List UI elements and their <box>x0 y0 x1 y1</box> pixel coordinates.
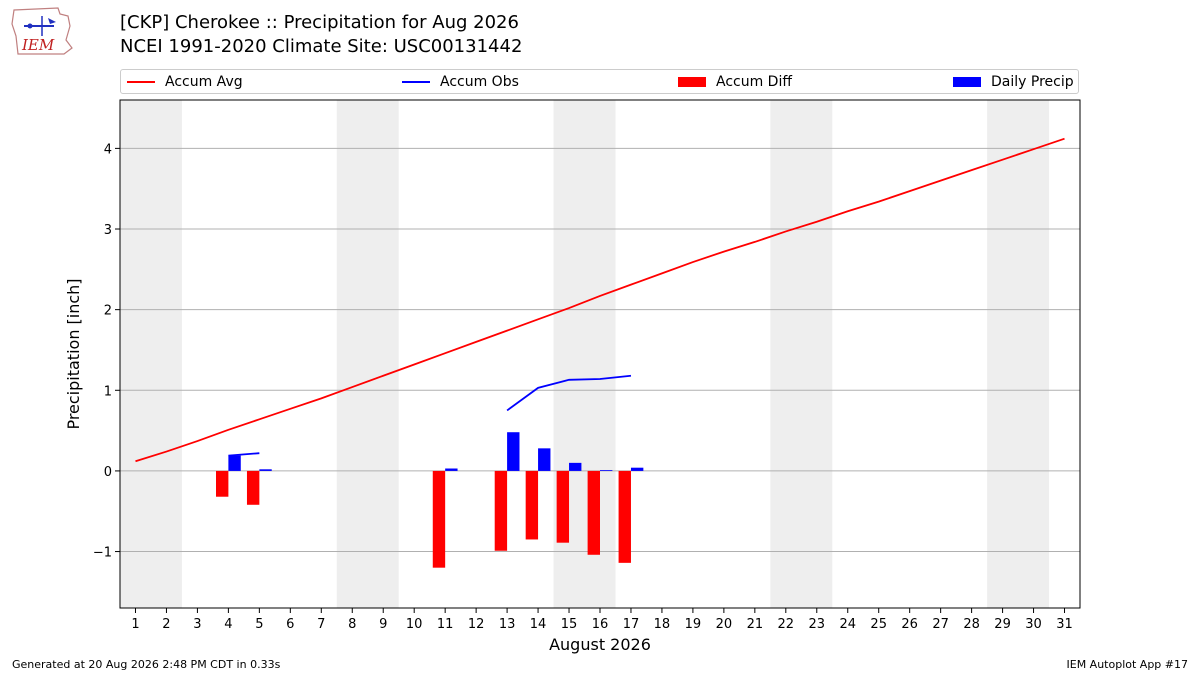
accum-diff-bar-day-15 <box>556 470 570 543</box>
x-tick-label-10: 11 <box>437 617 454 632</box>
legend-item-daily-precip: Daily Precip <box>953 73 1074 91</box>
x-tick-label-14: 15 <box>561 617 578 632</box>
weekend-band-4 <box>987 100 1050 608</box>
x-tick-label-27: 28 <box>963 617 980 632</box>
legend: Accum Avg Accum Obs Accum Diff Daily Pre… <box>120 69 1079 94</box>
x-tick-label-0: 1 <box>131 617 139 632</box>
accum-diff-bar-day-5 <box>246 470 260 505</box>
legend-swatch-accum-obs <box>402 81 430 83</box>
daily-precip-bar-day-5 <box>259 469 272 471</box>
x-tick-label-1: 2 <box>162 617 170 632</box>
x-tick-label-24: 25 <box>870 617 887 632</box>
svg-text:IEM: IEM <box>21 36 55 54</box>
x-tick-label-11: 12 <box>468 617 485 632</box>
legend-swatch-accum-diff <box>678 77 706 87</box>
y-tick-label-0: −1 <box>93 546 112 561</box>
x-tick-label-12: 13 <box>499 617 516 632</box>
x-tick-label-16: 17 <box>623 617 640 632</box>
daily-precip-bar-day-14 <box>538 448 551 471</box>
x-tick-label-19: 20 <box>716 617 733 632</box>
x-tick-label-25: 26 <box>901 617 918 632</box>
accum-diff-bar-day-11 <box>432 470 446 568</box>
legend-item-accum-diff: Accum Diff <box>678 73 792 91</box>
weekend-band-1 <box>336 100 399 608</box>
x-axis-label: August 2026 <box>549 635 651 654</box>
daily-precip-bar-day-4 <box>228 455 241 471</box>
accum-diff-bar-day-4 <box>216 470 229 497</box>
legend-label-accum-obs: Accum Obs <box>440 74 519 90</box>
y-axis-label: Precipitation [inch] <box>64 278 83 429</box>
legend-label-accum-avg: Accum Avg <box>165 74 243 90</box>
accum-obs-line-segment-0 <box>228 452 260 457</box>
accum-diff-bar-day-13 <box>494 470 508 551</box>
x-tick-label-17: 18 <box>654 617 671 632</box>
x-tick-label-15: 16 <box>592 617 609 632</box>
x-tick-label-18: 19 <box>685 617 702 632</box>
chart-title: [CKP] Cherokee :: Precipitation for Aug … <box>120 12 519 33</box>
accum-diff-bar-day-16 <box>587 470 600 555</box>
legend-swatch-daily-precip <box>953 77 981 87</box>
daily-precip-bar-day-15 <box>569 462 582 471</box>
legend-item-accum-avg: Accum Avg <box>127 73 243 91</box>
x-tick-label-20: 21 <box>747 617 764 632</box>
footer-app-text: IEM Autoplot App #17 <box>1066 658 1189 671</box>
weekend-band-0 <box>120 100 182 608</box>
weekend-band-3 <box>770 100 833 608</box>
daily-precip-bar-day-11 <box>445 468 458 471</box>
chart-subtitle: NCEI 1991-2020 Climate Site: USC00131442 <box>120 36 523 57</box>
x-tick-label-6: 7 <box>317 617 325 632</box>
x-tick-label-8: 9 <box>379 617 387 632</box>
daily-precip-bar-day-13 <box>507 432 520 471</box>
y-tick-label-4: 3 <box>104 223 112 238</box>
x-tick-label-7: 8 <box>348 617 356 632</box>
x-tick-label-9: 10 <box>406 617 423 632</box>
y-tick-label-5: 4 <box>104 142 112 157</box>
x-tick-label-4: 5 <box>255 617 263 632</box>
x-tick-label-26: 27 <box>932 617 949 632</box>
legend-swatch-accum-avg <box>127 81 155 83</box>
x-tick-label-2: 3 <box>193 617 201 632</box>
x-tick-label-23: 24 <box>839 617 856 632</box>
daily-precip-bar-day-17 <box>630 467 644 471</box>
legend-label-daily-precip: Daily Precip <box>991 74 1074 90</box>
y-tick-label-3: 2 <box>104 304 112 319</box>
x-tick-label-3: 4 <box>224 617 232 632</box>
iem-logo: IEM <box>11 7 73 55</box>
accum-avg-line <box>135 137 1065 463</box>
x-tick-label-28: 29 <box>994 617 1011 632</box>
x-tick-label-5: 6 <box>286 617 294 632</box>
legend-item-accum-obs: Accum Obs <box>402 73 519 91</box>
daily-precip-bar-day-16 <box>600 470 613 471</box>
x-tick-label-29: 30 <box>1025 617 1042 632</box>
y-tick-label-2: 1 <box>104 384 112 399</box>
x-tick-label-30: 31 <box>1056 617 1073 632</box>
legend-label-accum-diff: Accum Diff <box>716 74 793 90</box>
footer-generated-text: Generated at 20 Aug 2026 2:48 PM CDT in … <box>12 658 281 671</box>
accum-diff-bar-day-17 <box>618 470 631 563</box>
accum-diff-bar-day-14 <box>525 470 539 540</box>
y-tick-label-1: 0 <box>104 465 112 480</box>
x-tick-label-22: 23 <box>809 617 826 632</box>
x-tick-label-13: 14 <box>530 617 547 632</box>
x-tick-label-21: 22 <box>778 617 795 632</box>
accum-obs-line-segment-1 <box>506 374 632 412</box>
